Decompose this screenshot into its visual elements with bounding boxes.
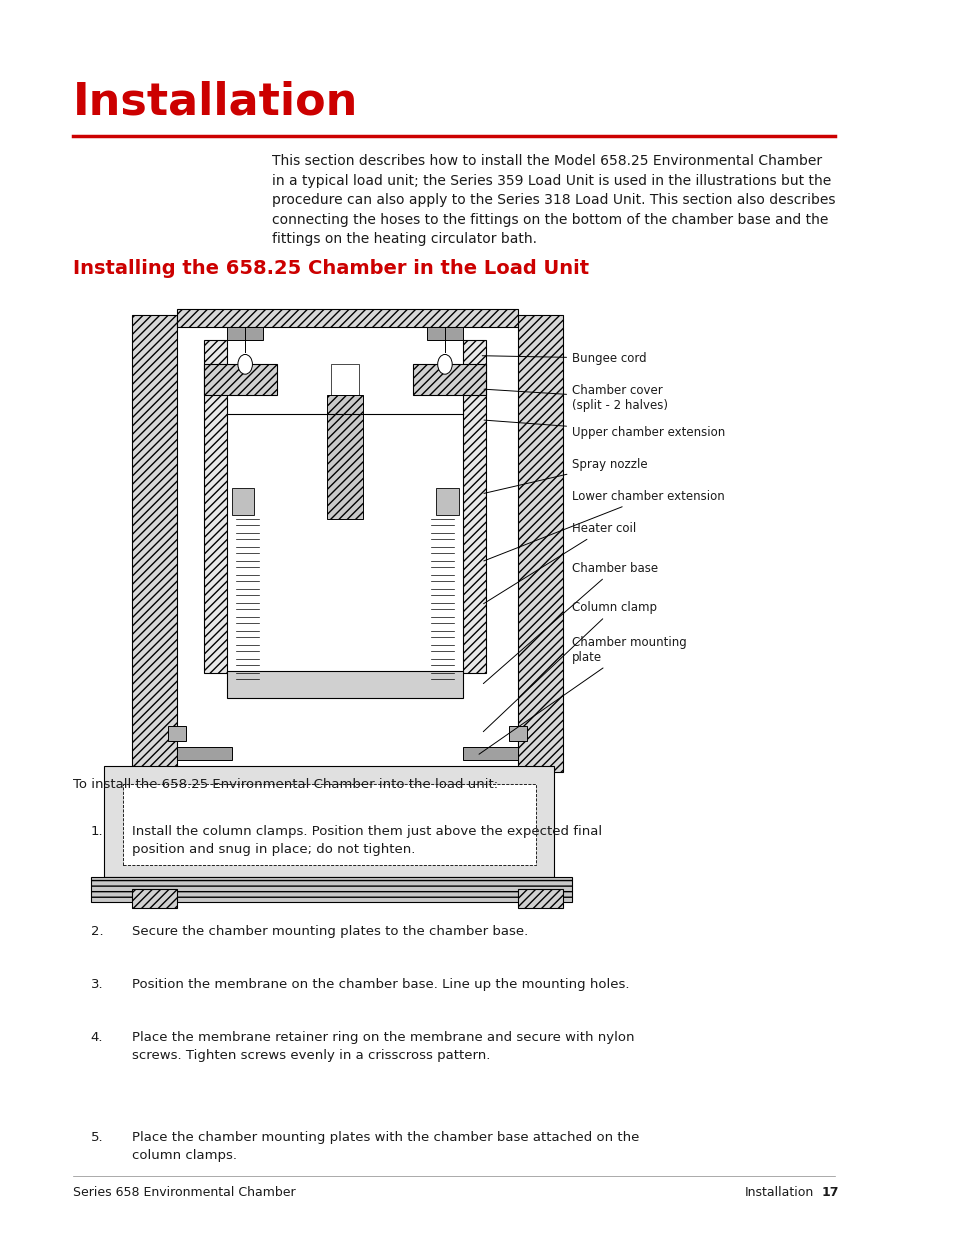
Text: Chamber mounting
plate: Chamber mounting plate xyxy=(478,636,686,755)
Bar xyxy=(177,309,517,327)
Circle shape xyxy=(237,354,253,374)
Text: This section describes how to install the Model 658.25 Environmental Chamber
in : This section describes how to install th… xyxy=(273,154,835,246)
Text: Place the chamber mounting plates with the chamber base attached on the
column c: Place the chamber mounting plates with t… xyxy=(132,1131,639,1162)
Text: 2.: 2. xyxy=(91,925,103,939)
Bar xyxy=(413,364,485,395)
Text: Bungee cord: Bungee cord xyxy=(481,352,646,364)
Bar xyxy=(327,395,363,519)
Bar xyxy=(204,364,276,395)
Bar xyxy=(508,726,526,741)
Bar xyxy=(462,747,517,760)
Text: Install the column clamps. Position them just above the expected final
position : Install the column clamps. Position them… xyxy=(132,825,601,856)
Bar xyxy=(227,327,263,340)
Bar xyxy=(122,784,536,864)
Text: Position the membrane on the chamber base. Line up the mounting holes.: Position the membrane on the chamber bas… xyxy=(132,978,629,992)
Text: 3.: 3. xyxy=(91,978,103,992)
Bar xyxy=(517,889,562,908)
Text: Place the membrane retainer ring on the membrane and secure with nylon
screws. T: Place the membrane retainer ring on the … xyxy=(132,1031,634,1062)
Bar xyxy=(91,877,572,902)
Text: Chamber cover
(split - 2 halves): Chamber cover (split - 2 halves) xyxy=(483,384,667,411)
Bar xyxy=(232,488,254,515)
Text: Heater coil: Heater coil xyxy=(483,522,636,604)
Bar xyxy=(426,327,462,340)
Text: Spray nozzle: Spray nozzle xyxy=(483,458,647,493)
Bar xyxy=(517,315,562,772)
Bar xyxy=(177,747,232,760)
Text: 17: 17 xyxy=(821,1186,839,1199)
Bar xyxy=(204,340,227,673)
Text: 5.: 5. xyxy=(91,1131,103,1145)
Text: Chamber base: Chamber base xyxy=(483,562,658,684)
Bar xyxy=(462,340,485,673)
Bar xyxy=(132,889,177,908)
Text: Lower chamber extension: Lower chamber extension xyxy=(483,490,724,561)
Text: Secure the chamber mounting plates to the chamber base.: Secure the chamber mounting plates to th… xyxy=(132,925,527,939)
Text: Column clamp: Column clamp xyxy=(483,601,657,731)
Bar xyxy=(104,766,554,877)
Text: 1.: 1. xyxy=(91,825,103,839)
Circle shape xyxy=(437,354,452,374)
Bar xyxy=(331,364,358,395)
Text: Installing the 658.25 Chamber in the Load Unit: Installing the 658.25 Chamber in the Loa… xyxy=(72,259,588,278)
Text: Upper chamber extension: Upper chamber extension xyxy=(483,420,724,438)
Text: Installation: Installation xyxy=(72,80,357,124)
Text: Series 658 Environmental Chamber: Series 658 Environmental Chamber xyxy=(72,1186,295,1199)
Text: 4.: 4. xyxy=(91,1031,103,1045)
Bar xyxy=(227,671,462,698)
Bar xyxy=(132,315,177,772)
Text: Installation: Installation xyxy=(743,1186,813,1199)
Bar xyxy=(436,488,458,515)
Bar xyxy=(168,726,186,741)
Text: To install the 658.25 Environmental Chamber into the load unit:: To install the 658.25 Environmental Cham… xyxy=(72,778,497,792)
